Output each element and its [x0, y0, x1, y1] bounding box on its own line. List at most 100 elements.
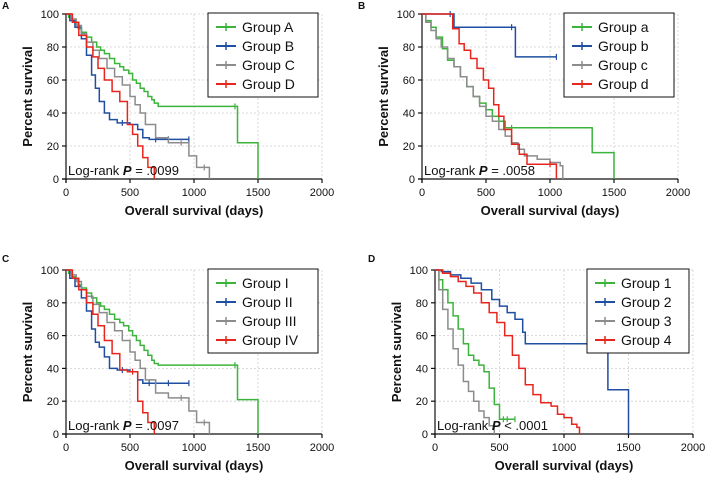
x-tick-label: 1500: [246, 442, 270, 454]
y-tick-label: 20: [47, 396, 59, 408]
y-tick-label: 60: [416, 331, 428, 343]
x-axis-title: Overall survival (days): [125, 458, 264, 473]
x-axis-title: Overall survival (days): [495, 458, 634, 473]
legend-label-1: Group A: [242, 19, 294, 35]
log-rank-value: = .0058: [488, 163, 535, 178]
log-rank-prefix: Log-rank: [424, 163, 479, 178]
x-tick-label: 1500: [602, 187, 626, 199]
x-tick-label: 500: [490, 442, 508, 454]
legend-label-4: Group d: [598, 76, 649, 92]
y-axis-title: Percent survival: [376, 46, 391, 146]
legend-label-1: Group a: [598, 19, 649, 35]
chart-panel-c: C 0 500 1000 1500 2000 0 20 40 60 80 100 Overall sur…: [2, 254, 334, 473]
y-tick-label: 20: [416, 396, 428, 408]
panel-letter: C: [2, 254, 9, 265]
y-tick-label: 40: [416, 363, 428, 375]
x-tick-label: 1000: [182, 442, 206, 454]
y-tick-label: 0: [409, 174, 415, 186]
x-tick-label: 1500: [246, 187, 270, 199]
x-tick-label: 1000: [552, 442, 576, 454]
y-tick-label: 40: [47, 108, 59, 120]
survival-curve-2: [66, 269, 189, 384]
survival-curve-2: [435, 269, 630, 434]
log-rank-statistic: Log-rank P = .0058: [424, 163, 535, 178]
y-tick-label: 40: [403, 108, 415, 120]
y-tick-label: 80: [47, 42, 59, 54]
x-tick-label: 500: [121, 442, 139, 454]
y-tick-label: 60: [47, 75, 59, 87]
y-tick-label: 0: [53, 174, 59, 186]
x-tick-label: 1500: [616, 442, 640, 454]
x-tick-label: 1000: [182, 187, 206, 199]
x-tick-label: 0: [63, 187, 69, 199]
log-rank-p: P: [479, 163, 488, 178]
log-rank-value: < .0001: [501, 418, 548, 433]
panel-letter: D: [368, 254, 375, 265]
survival-curve-3: [435, 269, 496, 434]
log-rank-statistic: Log-rank P < .0001: [437, 418, 548, 433]
survival-curve-4: [66, 269, 156, 434]
log-rank-p: P: [492, 418, 501, 433]
chart-panel-b: B 0 500 1000 1500 2000 0 20 40 60 80 100 Overall sur…: [358, 1, 690, 218]
legend-label-2: Group 2: [621, 294, 672, 310]
x-axis-title: Overall survival (days): [125, 203, 264, 218]
y-tick-label: 60: [47, 331, 59, 343]
x-axis-title: Overall survival (days): [481, 203, 620, 218]
x-tick-label: 2000: [310, 442, 334, 454]
survival-curve-4: [422, 13, 558, 179]
x-tick-label: 500: [477, 187, 495, 199]
log-rank-prefix: Log-rank: [68, 163, 123, 178]
x-tick-label: 0: [419, 187, 425, 199]
survival-curve-3: [422, 13, 564, 179]
y-axis-title: Percent survival: [389, 302, 404, 402]
legend-label-3: Group III: [242, 313, 296, 329]
y-tick-label: 20: [403, 141, 415, 153]
survival-curve-3: [66, 269, 211, 434]
y-tick-label: 100: [410, 265, 428, 277]
y-tick-label: 0: [422, 429, 428, 441]
survival-curve-1: [66, 269, 259, 434]
survival-curve-1: [435, 269, 515, 420]
legend-label-2: Group II: [242, 294, 293, 310]
chart-panel-d: D 0 500 1000 1500 2000 0 20 40 60 80 100 Overall sur…: [368, 254, 705, 473]
legend-label-4: Group D: [242, 76, 295, 92]
x-tick-label: 2000: [666, 187, 690, 199]
y-axis-title: Percent survival: [20, 302, 35, 402]
log-rank-p: P: [123, 418, 132, 433]
y-tick-label: 80: [403, 42, 415, 54]
y-tick-label: 80: [47, 298, 59, 310]
legend-label-3: Group C: [242, 57, 295, 73]
log-rank-p: P: [123, 163, 132, 178]
legend-label-4: Group IV: [242, 332, 299, 348]
y-axis-title: Percent survival: [20, 46, 35, 146]
survival-curve-2: [422, 13, 557, 58]
log-rank-value: = .0097: [132, 418, 179, 433]
panel-letter: A: [2, 1, 9, 12]
y-tick-label: 60: [403, 75, 415, 87]
x-tick-label: 2000: [681, 442, 705, 454]
y-tick-label: 0: [53, 429, 59, 441]
x-tick-label: 2000: [310, 187, 334, 199]
y-tick-label: 40: [47, 363, 59, 375]
y-tick-label: 80: [416, 298, 428, 310]
legend-label-1: Group 1: [621, 275, 672, 291]
legend-label-4: Group 4: [621, 332, 672, 348]
legend-label-2: Group b: [598, 38, 649, 54]
y-tick-label: 100: [41, 265, 59, 277]
x-tick-label: 0: [63, 442, 69, 454]
x-tick-label: 1000: [538, 187, 562, 199]
x-tick-label: 500: [121, 187, 139, 199]
x-tick-label: 0: [432, 442, 438, 454]
log-rank-statistic: Log-rank P = .0099: [68, 163, 179, 178]
legend-label-3: Group 3: [621, 313, 672, 329]
survival-curve-1: [66, 13, 259, 179]
chart-panel-a: A 0 500 1000 1500 2000 0 20 40 60 80 100 Overall sur…: [2, 1, 334, 218]
legend-label-1: Group I: [242, 275, 289, 291]
log-rank-prefix: Log-rank: [68, 418, 123, 433]
survival-curve-4: [66, 13, 156, 179]
y-tick-label: 100: [397, 9, 415, 21]
log-rank-statistic: Log-rank P = .0097: [68, 418, 179, 433]
log-rank-value: = .0099: [132, 163, 179, 178]
legend-label-3: Group c: [598, 57, 648, 73]
legend-label-2: Group B: [242, 38, 294, 54]
